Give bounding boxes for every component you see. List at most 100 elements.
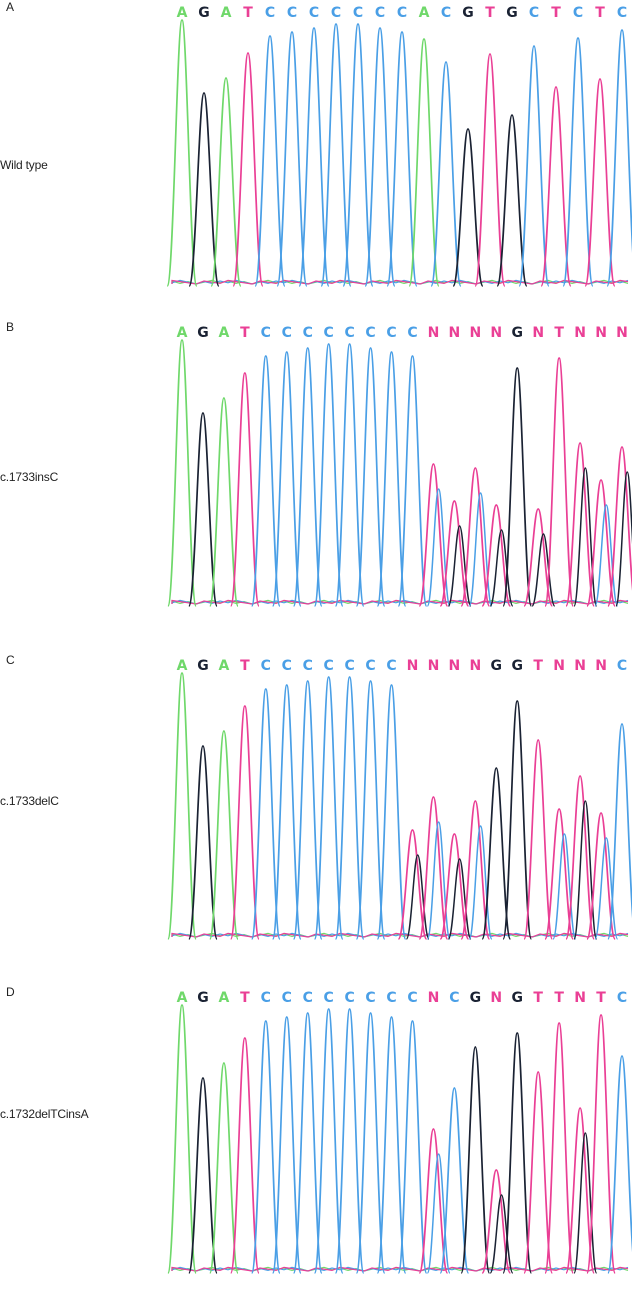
chromatogram-peak	[408, 38, 440, 287]
base-call: N	[616, 325, 628, 341]
chromatogram-peak	[573, 1132, 598, 1274]
chromatogram-peak	[397, 355, 428, 607]
chromatogram-peak	[606, 29, 632, 287]
base-call: C	[529, 5, 539, 21]
base-call: T	[551, 5, 561, 21]
chromatogram-peak	[531, 533, 556, 607]
chromatogram-peak	[540, 86, 572, 287]
sample-label: c.1733insC	[0, 470, 59, 484]
base-call: C	[407, 325, 417, 341]
chromatogram-peak	[376, 351, 407, 607]
chromatogram-peak	[229, 372, 260, 607]
chromatogram-peak	[460, 800, 491, 940]
base-call: T	[240, 325, 250, 341]
chromatogram-peak	[586, 479, 616, 607]
base-call: T	[596, 990, 606, 1006]
base-call: T	[595, 5, 605, 21]
chromatogram-peak	[364, 27, 396, 287]
panel-letter: B	[6, 320, 15, 334]
base-call: C	[303, 325, 313, 341]
chromatogram-peak	[229, 1037, 260, 1274]
chromatogram-peak	[565, 442, 596, 607]
chromatogram-peak	[342, 23, 374, 287]
chromatogram-peak	[607, 1055, 632, 1274]
base-call: G	[470, 990, 482, 1006]
base-call: N	[469, 325, 481, 341]
base-call: C	[375, 5, 385, 21]
chromatogram-peak	[405, 854, 430, 940]
chromatogram-peak	[250, 1020, 281, 1274]
chromatogram-peak	[320, 23, 352, 287]
base-call: T	[243, 5, 253, 21]
chromatogram-peak	[188, 412, 218, 607]
base-call: N	[595, 658, 607, 674]
chromatogram-peak	[481, 767, 512, 940]
chromatogram-peak	[452, 128, 484, 287]
base-call: T	[485, 5, 495, 21]
chromatogram-peak	[481, 504, 512, 607]
base-call: C	[282, 325, 292, 341]
base-call: G	[511, 658, 523, 674]
chromatogram-peak	[489, 1194, 514, 1274]
chromatogram-peak	[250, 688, 281, 940]
chromatogram-peak	[418, 1128, 449, 1274]
base-call: N	[574, 325, 586, 341]
chromatogram-peak	[376, 1016, 407, 1274]
base-call: C	[353, 5, 363, 21]
chromatogram-peak	[208, 1062, 239, 1274]
base-call: N	[449, 658, 461, 674]
chromatogram-peak	[439, 500, 470, 607]
chromatogram-peak	[607, 446, 632, 607]
chromatogram-peak	[489, 529, 514, 607]
base-call: C	[365, 990, 375, 1006]
base-call: G	[511, 325, 523, 341]
chromatogram-peak	[418, 463, 449, 607]
chromatogram-peak	[276, 31, 308, 287]
chromatogram-peak	[594, 837, 619, 940]
chromatogram-peak	[502, 367, 533, 607]
chromatogram-peak	[518, 45, 550, 287]
base-call: N	[574, 658, 586, 674]
chromatogram-peak	[313, 1008, 344, 1274]
chromatogram-peak	[271, 1016, 302, 1274]
chromatogram-peak	[586, 812, 616, 940]
chromatogram-peak	[615, 471, 632, 607]
base-call: T	[554, 990, 564, 1006]
base-call: C	[617, 5, 627, 21]
base-call: N	[428, 990, 440, 1006]
base-call: C	[331, 5, 341, 21]
base-call: A	[218, 325, 229, 341]
base-call: A	[177, 990, 188, 1006]
chromatogram-peak	[544, 1022, 575, 1274]
chromatogram-peak	[355, 1012, 386, 1274]
chromatogram-peak	[523, 739, 554, 940]
chromatogram-peak	[584, 78, 616, 287]
base-call: G	[511, 990, 523, 1006]
chromatogram-peak	[552, 833, 577, 940]
chromatogram-peak	[447, 858, 472, 940]
base-call: A	[221, 5, 232, 21]
chromatogram-peak	[188, 1077, 218, 1274]
chromatogram-peak	[607, 723, 632, 940]
chromatogram-peak	[298, 27, 330, 287]
base-call: G	[197, 325, 209, 341]
chromatogram-peak	[586, 1014, 616, 1274]
base-call: C	[303, 658, 313, 674]
base-call: N	[553, 658, 565, 674]
base-call: C	[324, 658, 334, 674]
chromatogram-peak	[167, 672, 197, 940]
chromatogram-peak	[208, 397, 239, 607]
base-call: G	[198, 5, 210, 21]
base-call: G	[197, 658, 209, 674]
base-call: C	[324, 990, 334, 1006]
chromatogram-peak	[430, 61, 462, 287]
chromatogram-peak	[460, 1046, 491, 1274]
base-call: C	[261, 990, 271, 1006]
base-call: A	[419, 5, 430, 21]
chromatogram-peak	[208, 730, 239, 940]
base-call: A	[177, 5, 188, 21]
base-call: C	[365, 658, 375, 674]
chromatogram-peak	[386, 31, 418, 287]
